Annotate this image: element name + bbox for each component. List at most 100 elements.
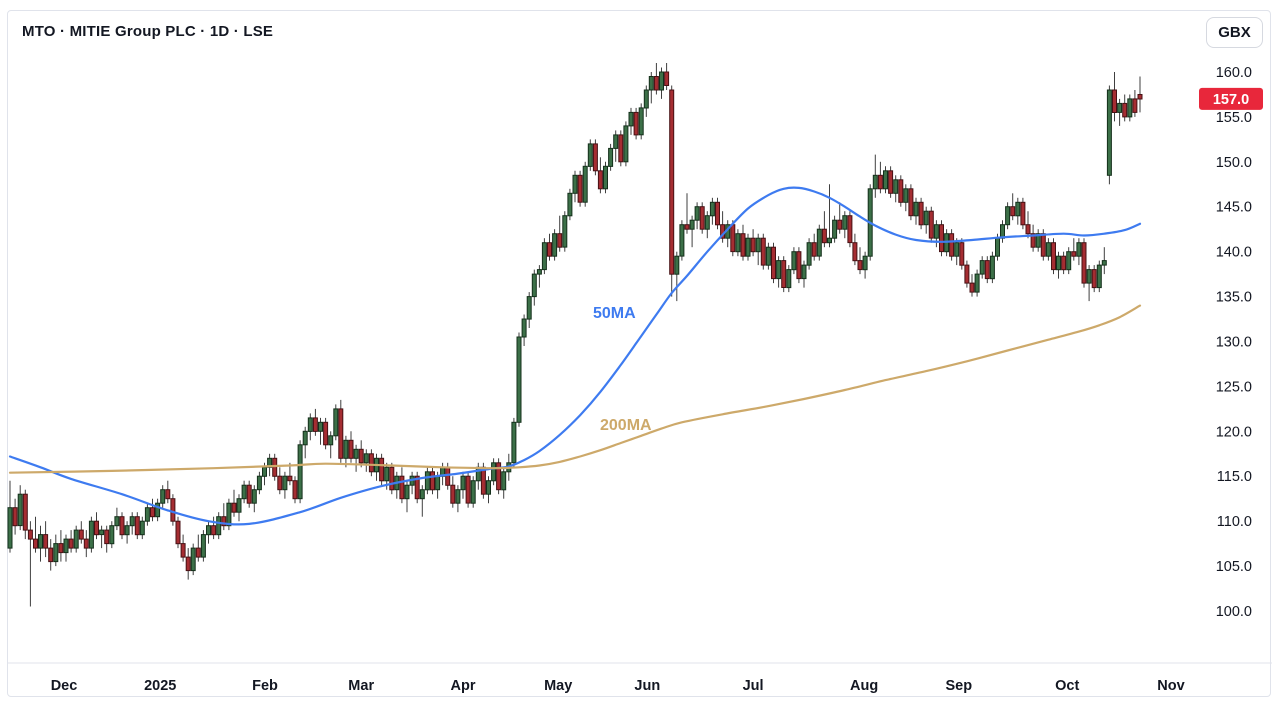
candle: [1101, 247, 1107, 275]
last-price-badge: 157.0: [1199, 87, 1263, 110]
candle: [144, 503, 150, 526]
candle: [653, 63, 659, 95]
candle: [877, 161, 883, 194]
candle: [195, 534, 201, 562]
candle: [409, 471, 415, 495]
candle: [689, 215, 695, 248]
candle: [251, 485, 257, 513]
time-tick-label: Mar: [348, 678, 374, 694]
price-tick-label: 130.0: [1216, 335, 1252, 351]
candle: [221, 503, 227, 531]
candle: [893, 175, 899, 203]
candle: [1106, 85, 1112, 185]
candle: [1071, 238, 1077, 261]
candle: [374, 453, 379, 481]
candle: [328, 431, 334, 459]
candle: [501, 467, 507, 499]
candle: [597, 157, 603, 194]
candle: [781, 256, 787, 293]
candle: [1051, 238, 1056, 275]
candle: [302, 426, 308, 459]
candle: [139, 516, 145, 540]
candle: [735, 229, 741, 257]
candle: [246, 480, 252, 508]
candle: [33, 516, 38, 553]
candle: [27, 521, 33, 607]
candle: [1091, 265, 1097, 293]
candle: [1127, 94, 1133, 122]
candle: [577, 170, 583, 207]
candle: [307, 413, 313, 441]
candle: [699, 202, 705, 234]
candle: [68, 530, 74, 553]
candle: [715, 197, 720, 230]
candle: [1015, 197, 1021, 225]
candle: [430, 467, 435, 495]
candle: [842, 211, 848, 239]
candle: [119, 512, 125, 540]
candle: [226, 498, 232, 531]
candle: [83, 530, 89, 558]
candle: [827, 184, 832, 248]
candle: [694, 202, 700, 230]
candle: [811, 233, 817, 261]
candle: [312, 408, 318, 436]
candle: [88, 516, 94, 553]
candle: [150, 498, 155, 522]
candle: [816, 224, 822, 261]
candle: [491, 458, 497, 486]
candle: [638, 103, 644, 140]
price-tick-label: 110.0: [1217, 514, 1252, 530]
50ma-line: [8, 186, 1142, 526]
candle: [333, 404, 339, 441]
candle: [786, 265, 792, 293]
symbol-title: MTO · MITIE Group PLC · 1D · LSE: [22, 23, 274, 40]
candle: [847, 211, 853, 248]
candle: [536, 265, 542, 288]
candle: [862, 251, 868, 279]
candle: [964, 260, 970, 288]
candle: [496, 458, 502, 495]
candle: [872, 154, 878, 198]
currency-unit-button[interactable]: GBX: [1206, 17, 1263, 48]
200ma-line: [8, 304, 1142, 474]
time-tick-label: 2025: [144, 678, 176, 694]
candle: [455, 485, 461, 513]
candle: [175, 516, 181, 549]
candle: [755, 233, 761, 266]
candle: [664, 63, 670, 90]
candle: [857, 247, 863, 275]
candle: [572, 170, 578, 203]
candle: [104, 525, 110, 553]
candle: [343, 435, 349, 468]
50ma-label: 50MA: [593, 305, 636, 322]
candle: [979, 256, 985, 279]
candle: [1086, 265, 1092, 302]
candle: [898, 175, 904, 207]
candle: [450, 476, 456, 508]
candle: [1076, 238, 1082, 266]
candle: [659, 67, 664, 99]
candle: [200, 530, 206, 562]
candle: [12, 498, 18, 535]
candle: [837, 202, 843, 234]
candle: [1000, 220, 1005, 243]
time-tick-label: Apr: [451, 678, 476, 694]
candle: [394, 471, 400, 499]
candle: [348, 431, 354, 463]
candle: [272, 453, 278, 481]
candle: [725, 220, 731, 248]
candle: [1066, 247, 1072, 275]
candle: [984, 256, 990, 284]
time-tick-label: Oct: [1055, 678, 1079, 694]
candle: [419, 485, 425, 517]
candle: [750, 229, 756, 257]
candle: [73, 525, 79, 553]
candle: [618, 130, 624, 167]
candle: [475, 462, 481, 490]
candle: [1045, 238, 1051, 261]
candle: [582, 161, 588, 207]
candle: [267, 453, 273, 477]
